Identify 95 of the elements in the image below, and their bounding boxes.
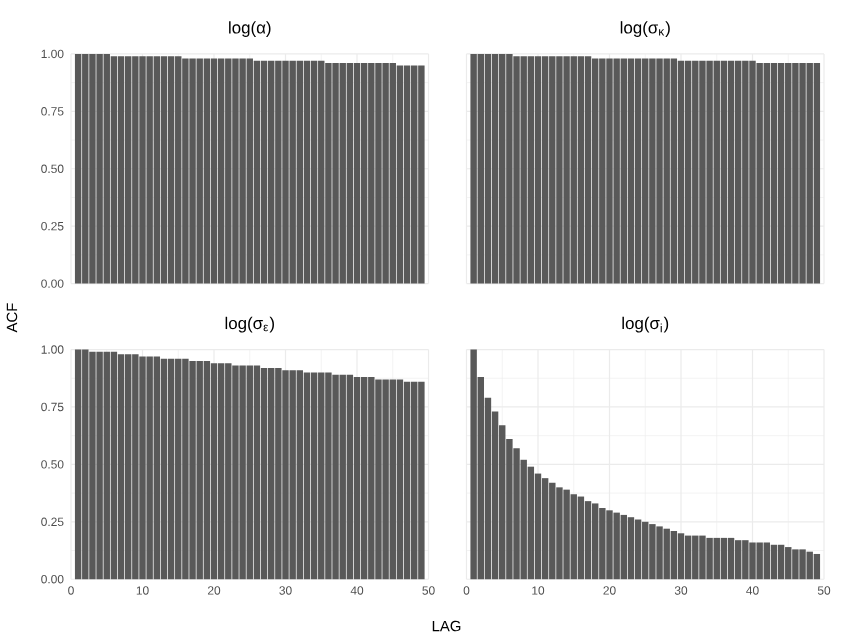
bar	[203, 361, 211, 580]
bar	[799, 549, 806, 580]
bar	[418, 381, 425, 580]
bar	[584, 501, 592, 580]
bar	[175, 358, 182, 580]
bar	[296, 370, 304, 580]
bar	[267, 367, 275, 580]
bar	[620, 514, 628, 580]
bar	[103, 351, 110, 580]
bar	[253, 365, 261, 580]
bar	[282, 370, 289, 580]
bar	[677, 533, 685, 580]
bar	[89, 351, 96, 580]
bar	[749, 542, 756, 580]
bar	[720, 537, 728, 580]
bar	[541, 478, 549, 580]
bar	[260, 367, 268, 580]
bar	[806, 551, 813, 580]
bar	[670, 531, 678, 580]
bar	[663, 528, 670, 580]
bar	[613, 512, 620, 580]
bar	[232, 365, 239, 580]
bar	[534, 473, 542, 580]
bar	[196, 361, 203, 580]
bar	[642, 521, 649, 580]
bar	[403, 381, 411, 580]
bar	[389, 379, 396, 580]
bar	[396, 379, 404, 580]
bar	[153, 356, 161, 580]
bar	[792, 549, 799, 580]
bar	[82, 349, 89, 580]
bar	[339, 374, 346, 580]
bar	[577, 496, 585, 580]
bar	[246, 365, 253, 580]
bar	[182, 358, 189, 580]
bar	[167, 358, 175, 580]
bar	[346, 374, 354, 580]
bar	[706, 537, 713, 580]
bar	[239, 365, 246, 580]
bar	[360, 377, 368, 580]
bar	[74, 349, 82, 580]
bar	[139, 356, 146, 580]
bar	[599, 508, 606, 580]
chart-title: log(σ$_{ε}$)	[225, 316, 274, 333]
bar	[527, 466, 535, 580]
bar	[770, 544, 778, 580]
bar	[110, 351, 118, 580]
bar	[470, 349, 477, 580]
bar	[318, 372, 325, 580]
bar	[591, 503, 599, 580]
bar	[785, 547, 792, 580]
bar	[692, 535, 699, 580]
bar	[570, 494, 577, 580]
bar	[556, 487, 563, 580]
bar	[124, 354, 132, 580]
bar	[684, 535, 692, 580]
bar	[160, 358, 168, 580]
bar	[382, 379, 389, 580]
chart-title: log(α)	[229, 21, 271, 37]
bar	[375, 379, 382, 580]
bar	[742, 540, 749, 580]
bar	[813, 553, 821, 580]
bar	[353, 377, 361, 580]
bar	[289, 370, 296, 580]
bar	[756, 542, 763, 580]
bar	[563, 489, 570, 580]
bar	[627, 517, 635, 580]
bar	[189, 361, 196, 580]
bar	[734, 540, 742, 580]
bar	[217, 363, 225, 580]
bar	[132, 354, 139, 580]
bar	[727, 537, 735, 580]
bar	[649, 524, 656, 580]
bar	[634, 519, 642, 580]
bar	[699, 535, 706, 580]
bar	[210, 363, 218, 580]
bar	[310, 372, 318, 580]
bar	[606, 510, 613, 580]
bar	[549, 482, 556, 580]
bar	[96, 351, 103, 580]
bar	[777, 544, 785, 580]
bar	[117, 354, 125, 580]
bar	[332, 374, 339, 580]
bar	[368, 377, 375, 580]
chart-title: log(σ$_{κ}$)	[620, 21, 670, 37]
bar	[763, 542, 771, 580]
bar	[411, 381, 418, 580]
bar	[303, 372, 311, 580]
bar	[656, 526, 663, 580]
bar	[225, 363, 232, 580]
chart-title: log(σ$_{i}$)	[622, 316, 669, 333]
bar	[713, 537, 720, 580]
bar	[325, 372, 332, 580]
bar	[275, 367, 282, 580]
bar	[146, 356, 153, 580]
